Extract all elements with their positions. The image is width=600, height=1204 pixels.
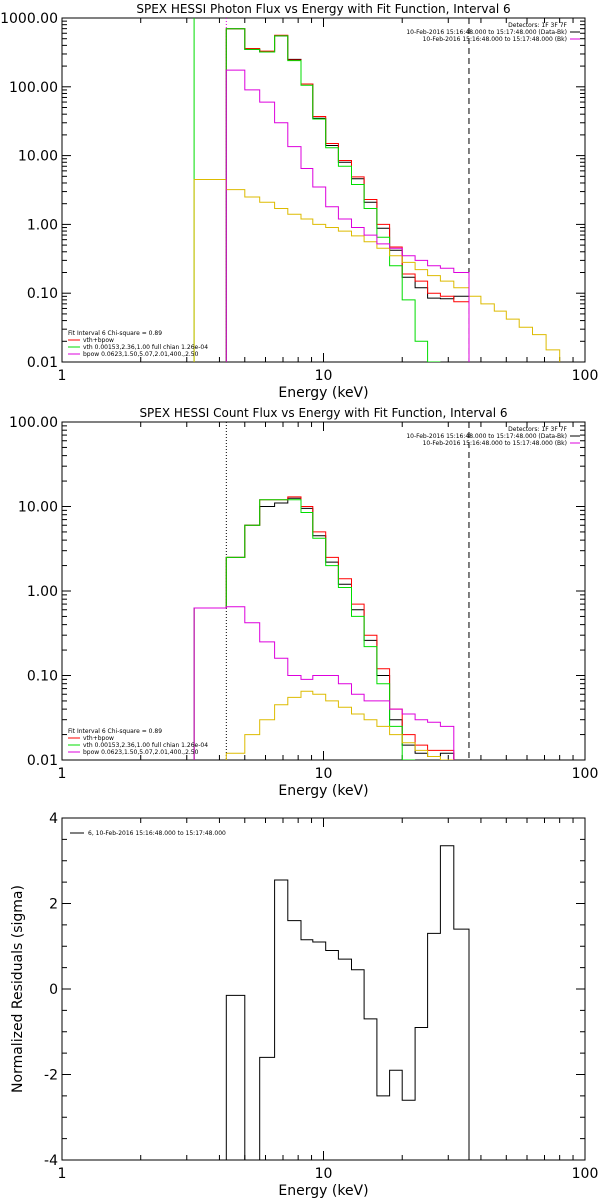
photon-legend-entry: 10-Feb-2016 15:16:48.000 to 15:17:48.000…	[406, 29, 567, 36]
photon-panel: 1 10 100 0.01 0.10 1.00 10.00 100.00 1000.00 SPEX…	[0, 2, 598, 401]
resid-ytick-label: -2	[44, 1068, 58, 1084]
count-legend-entry: bpow 0.0623,1.50,5.07,2.01,400.,2.50	[83, 749, 199, 756]
photon-ytick-label: 100.00	[9, 80, 58, 96]
photon-ytick-label: 0.01	[27, 355, 58, 371]
resid-xtick-label: 10	[315, 1166, 333, 1182]
count-legend-entry: Detectors: 1F 3F 7F	[508, 426, 567, 433]
count-xtick-label: 100	[572, 766, 599, 782]
photon-legend-entry: vth+bpow	[83, 337, 114, 344]
photon-series-vth	[225, 28, 441, 362]
resid-series-group	[225, 845, 470, 1160]
resid-ytick-label: 2	[49, 897, 58, 913]
photon-ytick-label: 1000.00	[0, 11, 58, 27]
photon-chart-title: SPEX HESSI Photon Flux vs Energy with Fi…	[136, 2, 510, 16]
photon-ytick-label: 10.00	[18, 149, 58, 165]
count-ytick-label: 0.10	[27, 669, 58, 685]
resid-ytick-label: -4	[44, 1153, 58, 1169]
photon-legend-entry: 10-Feb-2016 15:16:48.000 to 15:17:48.000…	[423, 36, 567, 43]
count-series-bkg	[193, 606, 455, 760]
count-ytick-label: 1.00	[27, 584, 58, 600]
count-series-data	[193, 497, 455, 760]
count-legend-entry: 10-Feb-2016 15:16:48.000 to 15:17:48.000…	[406, 433, 567, 440]
count-panel: 1 10 100 0.01 0.10 1.00 10.00 100.00 SPEX HESSI …	[9, 406, 598, 799]
resid-ytick-label: 4	[49, 811, 58, 827]
count-xtick-label: 10	[315, 766, 333, 782]
photon-legend-entry: bpow 0.0623,1.50,5.07,2.01,400.,2.50	[83, 351, 199, 358]
count-x-axis-label: Energy (keV)	[278, 783, 368, 799]
photon-legend-bottom: Fit Interval 6 Chi-square = 0.89vth+bpow…	[68, 330, 208, 358]
photon-xtick-label: 10	[315, 368, 333, 384]
count-series-group	[193, 496, 455, 760]
count-series-bpow	[225, 690, 454, 760]
resid-x-axis-label: Energy (keV)	[278, 1183, 368, 1199]
resid-ytick-label: 0	[49, 982, 58, 998]
count-ytick-label: 0.01	[27, 753, 58, 769]
resid-y-axis-label: Normalized Residuals (sigma)	[10, 885, 26, 1093]
photon-x-axis-label: Energy (keV)	[278, 385, 368, 401]
photon-series-total	[225, 28, 470, 362]
count-legend-bottom: Fit Interval 6 Chi-square = 0.89vth+bpow…	[68, 728, 208, 756]
photon-ytick-label: 1.00	[27, 217, 58, 233]
count-xtick-label: 1	[58, 766, 67, 782]
photon-series-group	[193, 28, 561, 362]
count-chart-title: SPEX HESSI Count Flux vs Energy with Fit…	[139, 406, 507, 420]
resid-legend-top: 6, 10-Feb-2016 15:16:48.000 to 15:17:48.…	[70, 830, 226, 837]
resid-panel: 1 10 100 -4 -2 0 2 4 Energy (keV) Normalized Resi…	[10, 811, 598, 1199]
photon-legend-entry: Fit Interval 6 Chi-square = 0.89	[68, 330, 162, 337]
photon-legend-entry: vth 0.00153,2.36,1.00 full chian 1.26e-0…	[83, 344, 208, 351]
photon-series-bkg	[225, 69, 470, 362]
photon-series-data	[225, 28, 470, 362]
count-ytick-label: 10.00	[18, 500, 58, 516]
photon-xtick-label: 100	[572, 368, 599, 384]
count-legend-entry: 10-Feb-2016 15:16:48.000 to 15:17:48.000…	[423, 440, 567, 447]
photon-plot-frame	[61, 17, 586, 363]
resid-xtick-label: 1	[58, 1166, 67, 1182]
resid-series-resid	[225, 845, 470, 1160]
photon-series-bpow	[193, 179, 561, 362]
resid-legend-entry: 6, 10-Feb-2016 15:16:48.000 to 15:17:48.…	[88, 830, 226, 837]
photon-xtick-label: 1	[58, 368, 67, 384]
count-legend-entry: vth 0.00153,2.36,1.00 full chian 1.26e-0…	[83, 742, 208, 749]
count-plot-frame	[61, 421, 586, 761]
count-legend-entry: vth+bpow	[83, 735, 114, 742]
photon-legend-entry: Detectors: 1F 3F 7F	[508, 22, 567, 29]
photon-ytick-label: 0.10	[27, 286, 58, 302]
resid-xtick-label: 100	[572, 1166, 599, 1182]
resid-plot-frame	[61, 817, 586, 1161]
count-series-vth	[193, 499, 416, 760]
count-series-total	[193, 496, 455, 760]
count-ytick-label: 100.00	[9, 415, 58, 431]
count-legend-entry: Fit Interval 6 Chi-square = 0.89	[68, 728, 162, 735]
